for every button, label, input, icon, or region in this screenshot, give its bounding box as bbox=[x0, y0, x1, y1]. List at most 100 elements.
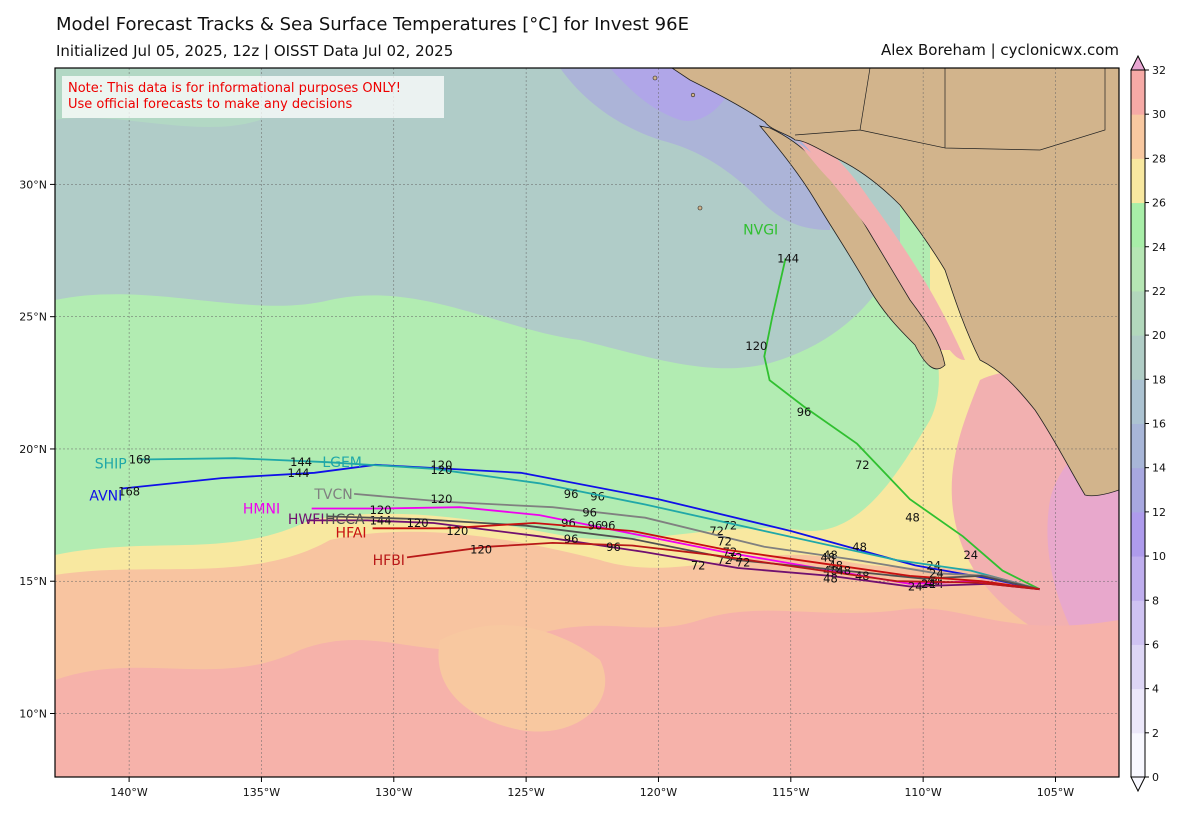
y-tick-label: 20°N bbox=[19, 443, 47, 456]
forecast-hour-label: 96 bbox=[564, 532, 579, 546]
disclaimer-line-1: Note: This data is for informational pur… bbox=[68, 81, 401, 96]
forecast-hour-label: 72 bbox=[723, 519, 738, 533]
colorbar-tick-label: 22 bbox=[1152, 285, 1166, 298]
state-borders bbox=[794, 68, 1106, 151]
colorbar-tick-label: 8 bbox=[1152, 594, 1159, 607]
forecast-hour-label: 48 bbox=[823, 572, 838, 586]
forecast-hour-label: 72 bbox=[717, 535, 732, 549]
forecast-hour-label: 24 bbox=[908, 580, 923, 594]
x-tick-label: 105°W bbox=[1037, 786, 1074, 799]
forecast-hour-label: 120 bbox=[745, 339, 767, 353]
forecast-hour-label: 48 bbox=[905, 511, 920, 525]
colorbar-segment bbox=[1131, 644, 1145, 690]
track-tvcn bbox=[354, 493, 1040, 591]
x-tick-label: 120°W bbox=[640, 786, 677, 799]
colorbar-tick-label: 32 bbox=[1152, 64, 1166, 77]
forecast-hour-label: 72 bbox=[736, 556, 751, 570]
colorbar-segment bbox=[1131, 335, 1145, 380]
map-credit: Alex Boreham | cyclonicwx.com bbox=[880, 41, 1119, 59]
track-nvgi bbox=[763, 258, 1041, 591]
gulf-water bbox=[795, 140, 965, 360]
y-tick-label: 25°N bbox=[19, 311, 47, 324]
disclaimer-line-2: Use official forecasts to make any decis… bbox=[68, 97, 353, 112]
y-tick-label: 30°N bbox=[19, 178, 47, 191]
x-tick-label: 140°W bbox=[110, 786, 147, 799]
model-label-hfai: HFAI bbox=[336, 525, 367, 541]
map-axes: 140°W 135°W 130°W 125°W 120°W 115°W 110°W 105°W… bbox=[19, 178, 1074, 799]
track-hfbi bbox=[406, 541, 1040, 591]
map-title: Model Forecast Tracks & Sea Surface Temp… bbox=[56, 14, 689, 35]
island bbox=[697, 205, 703, 211]
forecast-hour-label: 120 bbox=[407, 516, 429, 530]
colorbar-tick-label: 12 bbox=[1152, 506, 1166, 519]
forecast-hour-label: 72 bbox=[691, 558, 706, 572]
colorbar-segment bbox=[1131, 511, 1145, 557]
model-label-nvgi: NVGI bbox=[743, 222, 778, 238]
colorbar-segment bbox=[1131, 379, 1145, 424]
colorbar-segment bbox=[1131, 114, 1145, 159]
colorbar-segment bbox=[1131, 202, 1145, 248]
model-label-tvcn: TVCN bbox=[313, 487, 352, 503]
forecast-hour-label: 24 bbox=[929, 577, 944, 591]
track-avni bbox=[121, 463, 1040, 591]
forecast-hour-label: 144 bbox=[370, 513, 392, 527]
y-tick-label: 15°N bbox=[19, 575, 47, 588]
colorbar-tick-label: 6 bbox=[1152, 638, 1159, 651]
forecast-hour-label: 120 bbox=[370, 503, 392, 517]
forecast-hour-label: 72 bbox=[855, 458, 870, 472]
forecast-hour-label: 168 bbox=[118, 484, 140, 498]
track-ship bbox=[139, 457, 1040, 591]
forecast-hour-label: 96 bbox=[601, 519, 616, 533]
colorbar-segment bbox=[1131, 556, 1145, 601]
disclaimer-note: Note: This data is for informational pur… bbox=[62, 76, 444, 118]
track-hwfi bbox=[306, 519, 1040, 591]
forecast-hour-label: 48 bbox=[823, 564, 838, 578]
forecast-hour-label: 24 bbox=[921, 577, 936, 591]
colorbar-tick-label: 26 bbox=[1152, 197, 1166, 210]
x-tick-label: 115°W bbox=[772, 786, 809, 799]
forecast-hour-label: 96 bbox=[590, 490, 605, 504]
model-label-hmni: HMNI bbox=[243, 501, 280, 517]
colorbar-segment bbox=[1131, 732, 1145, 778]
forecast-hour-label: 96 bbox=[606, 540, 621, 554]
forecast-hour-label: 96 bbox=[561, 516, 576, 530]
colorbar-tick-label: 30 bbox=[1152, 108, 1166, 121]
colorbar-segment bbox=[1131, 600, 1145, 645]
model-label-ship: SHIP bbox=[95, 457, 127, 473]
model-label-lgem: LGEM bbox=[322, 455, 362, 471]
forecast-hour-label: 48 bbox=[821, 550, 836, 564]
forecast-hour-label: 120 bbox=[430, 492, 452, 506]
forecast-hour-label: 168 bbox=[129, 453, 151, 467]
track-hcca bbox=[327, 515, 1040, 591]
x-tick-label: 130°W bbox=[375, 786, 412, 799]
track-hfai bbox=[372, 522, 1040, 591]
colorbar-tick-label: 18 bbox=[1152, 373, 1166, 386]
forecast-hour-label: 120 bbox=[446, 524, 468, 538]
colorbar-tick-label: 4 bbox=[1152, 683, 1159, 696]
y-tick-label: 10°N bbox=[19, 708, 47, 721]
colorbar-segment bbox=[1131, 688, 1145, 734]
forecast-hour-label: 96 bbox=[582, 505, 597, 519]
island bbox=[690, 92, 696, 98]
colorbar-tick-label: 28 bbox=[1152, 152, 1166, 165]
x-tick-label: 135°W bbox=[243, 786, 280, 799]
colorbar-max-arrow bbox=[1130, 54, 1146, 71]
colorbar-tick-label: 24 bbox=[1152, 241, 1166, 254]
forecast-hour-label: 96 bbox=[588, 519, 603, 533]
x-tick-label: 125°W bbox=[507, 786, 544, 799]
colorbar-segment bbox=[1131, 423, 1145, 469]
colorbar-tick-label: 20 bbox=[1152, 329, 1166, 342]
forecast-hour-label: 144 bbox=[288, 466, 310, 480]
gridlines bbox=[55, 68, 1119, 777]
colorbar-segment bbox=[1131, 158, 1145, 204]
model-label-hcca: HCCA bbox=[325, 512, 365, 528]
island bbox=[652, 75, 658, 81]
forecast-hour-label: 120 bbox=[470, 542, 492, 556]
colorbar-tick-label: 16 bbox=[1152, 418, 1166, 431]
forecast-hour-label: 96 bbox=[797, 405, 812, 419]
forecast-hour-label: 24 bbox=[963, 548, 978, 562]
